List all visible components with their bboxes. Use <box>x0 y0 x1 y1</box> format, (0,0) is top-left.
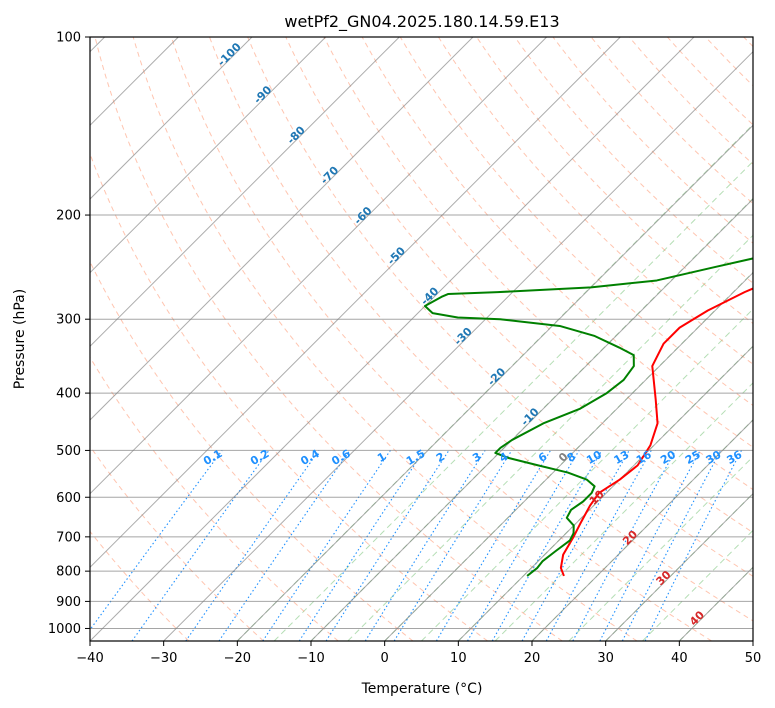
x-tick-label: 40 <box>671 651 688 666</box>
skewed-isotherm-line <box>384 271 753 641</box>
dry-adiabat-line <box>132 37 638 641</box>
mixing-ratio-line <box>521 450 630 641</box>
x-tick-label: −10 <box>297 651 324 666</box>
chart-title: wetPf2_GN04.2025.180.14.59.E13 <box>284 12 559 32</box>
y-axis-ticks: 100 200 300 400 500 600 700 800 900 1000 <box>48 31 90 637</box>
dry-adiabat-line <box>90 530 190 641</box>
x-tick-label: −30 <box>150 651 177 666</box>
mixing-ratio-line <box>393 450 513 641</box>
skewed-isotherm-line <box>90 37 695 641</box>
y-tick-label: 600 <box>56 491 81 506</box>
dry-adiabat-line <box>399 37 753 407</box>
dry-adiabat-line <box>209 37 753 622</box>
skewed-isotherm-line <box>90 37 327 274</box>
y-tick-label: 300 <box>56 313 81 328</box>
mixing-ratio-line <box>325 450 450 641</box>
mixing-ratio-line <box>218 450 351 641</box>
mixing-ratio-line <box>298 450 425 641</box>
dry-adiabat-line <box>247 37 753 577</box>
x-tick-label: 50 <box>745 651 762 666</box>
mixing-ratio-line <box>262 450 391 641</box>
x-tick-label: 10 <box>450 651 467 666</box>
x-axis-ticks: −40 −30 −20 −10 0 10 20 30 40 50 <box>76 641 761 666</box>
skewed-isotherm-line <box>90 37 621 569</box>
skewed-isotherm-line <box>310 198 753 641</box>
profiles <box>423 257 753 577</box>
x-tick-label: −40 <box>76 651 103 666</box>
skewed-isotherm-line <box>236 124 753 641</box>
mixing-ratio-line <box>644 450 742 641</box>
dry-adiabat-line <box>90 445 264 641</box>
x-tick-label: −20 <box>224 651 251 666</box>
plot-area <box>90 37 753 641</box>
plot-frame <box>89 36 754 642</box>
y-tick-label: 100 <box>56 31 81 46</box>
dry-adiabat-line <box>94 37 563 641</box>
mixing-ratio-line <box>621 450 722 641</box>
y-tick-label: 400 <box>56 387 81 402</box>
dry-adiabat-line <box>514 37 753 284</box>
dry-adiabat-line <box>90 152 488 641</box>
mixing-ratio-line <box>572 450 677 641</box>
mixing-ratio-lines <box>90 450 742 641</box>
skewed-isotherm-line <box>90 37 253 200</box>
x-tick-label: 0 <box>381 651 389 666</box>
mixing-ratio-line <box>185 450 320 641</box>
dry-adiabat-line <box>170 37 712 641</box>
x-tick-label: 20 <box>524 651 541 666</box>
dry-adiabat-line <box>90 356 339 641</box>
dewpoint-profile-line <box>423 257 753 577</box>
skewed-isotherm-line <box>163 50 753 641</box>
x-tick-label: 30 <box>597 651 614 666</box>
isobars <box>90 37 753 629</box>
skewed-isotherm-line <box>457 345 753 641</box>
x-axis-title: Temperature (°C) <box>361 681 483 697</box>
skewed-isotherm-line <box>605 492 753 641</box>
skewed-isotherm-line <box>90 37 400 348</box>
dry-adiabats <box>90 37 753 641</box>
y-tick-label: 1000 <box>48 622 81 637</box>
y-tick-label: 900 <box>56 595 81 610</box>
y-tick-label: 200 <box>56 209 81 224</box>
skewed-isotherms <box>90 37 753 641</box>
skewed-isotherm-line <box>90 37 474 421</box>
mixing-ratio-line <box>90 450 223 631</box>
temperature-profile-line <box>559 287 753 577</box>
y-tick-label: 700 <box>56 530 81 545</box>
skewed-isotherm-line <box>90 37 548 495</box>
y-tick-label: 800 <box>56 565 81 580</box>
mixing-ratio-line <box>545 450 652 641</box>
skewed-isotherm-line <box>531 419 753 641</box>
y-tick-label: 500 <box>56 444 81 459</box>
y-axis-title: Pressure (hPa) <box>12 289 28 389</box>
